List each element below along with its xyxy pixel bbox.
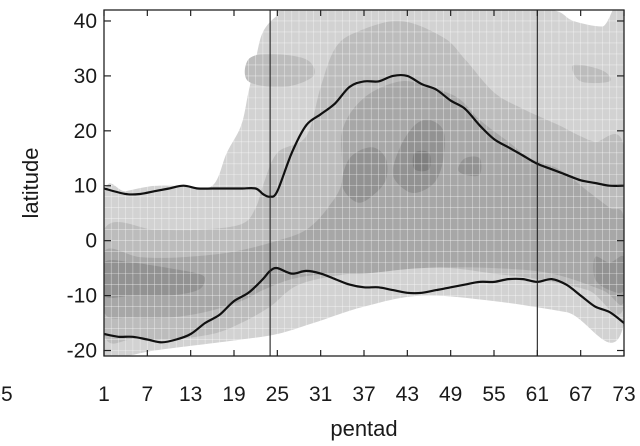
x-tick-label: 61 bbox=[526, 383, 549, 406]
x-tick-label: 37 bbox=[352, 383, 375, 406]
x-tick-label: 67 bbox=[569, 383, 592, 406]
x-tick-label: 19 bbox=[222, 383, 245, 406]
boundary-curve-2 bbox=[104, 266, 624, 344]
contour-level-4-region-5 bbox=[593, 256, 624, 293]
boundary-curves bbox=[104, 73, 624, 344]
plot-frame bbox=[103, 9, 625, 357]
x-tick-label: 43 bbox=[396, 383, 419, 406]
x-axis-title: pentad bbox=[330, 416, 397, 441]
x-tick-labels: 1 7 13 19 25 31 37 43 49 55 61 67 73 bbox=[98, 383, 636, 406]
boundary-curve-1 bbox=[104, 73, 624, 198]
x-tick-label: 13 bbox=[179, 383, 202, 406]
x-tick-label: 73 bbox=[612, 383, 635, 406]
x-tick-label: 25 bbox=[266, 383, 289, 406]
y-tick-labels: 40 30 20 10 0 -10 -20 bbox=[67, 10, 97, 363]
partial-left-tick-label: -5 bbox=[0, 383, 13, 406]
y-tick-label: 10 bbox=[74, 175, 97, 198]
y-tick-label: -20 bbox=[67, 340, 97, 363]
x-tick-label: 7 bbox=[141, 383, 153, 406]
contour-level-4-region-4 bbox=[457, 156, 482, 177]
y-axis-title: latitude bbox=[18, 148, 43, 219]
y-tick-label: 40 bbox=[74, 10, 97, 33]
x-tick-label: 55 bbox=[482, 383, 505, 406]
x-tick-label: 49 bbox=[439, 383, 462, 406]
y-tick-label: 20 bbox=[74, 120, 97, 143]
vertical-markers bbox=[269, 10, 538, 356]
y-tick-label: -10 bbox=[67, 285, 97, 308]
contour-level-2-region-2 bbox=[244, 53, 315, 88]
x-tick-label: 1 bbox=[98, 383, 110, 406]
y-tick-label: 0 bbox=[85, 230, 97, 253]
y-tick-label: 30 bbox=[74, 65, 97, 88]
contour-level-2-region-3 bbox=[572, 64, 611, 84]
x-tick-label: 31 bbox=[309, 383, 332, 406]
